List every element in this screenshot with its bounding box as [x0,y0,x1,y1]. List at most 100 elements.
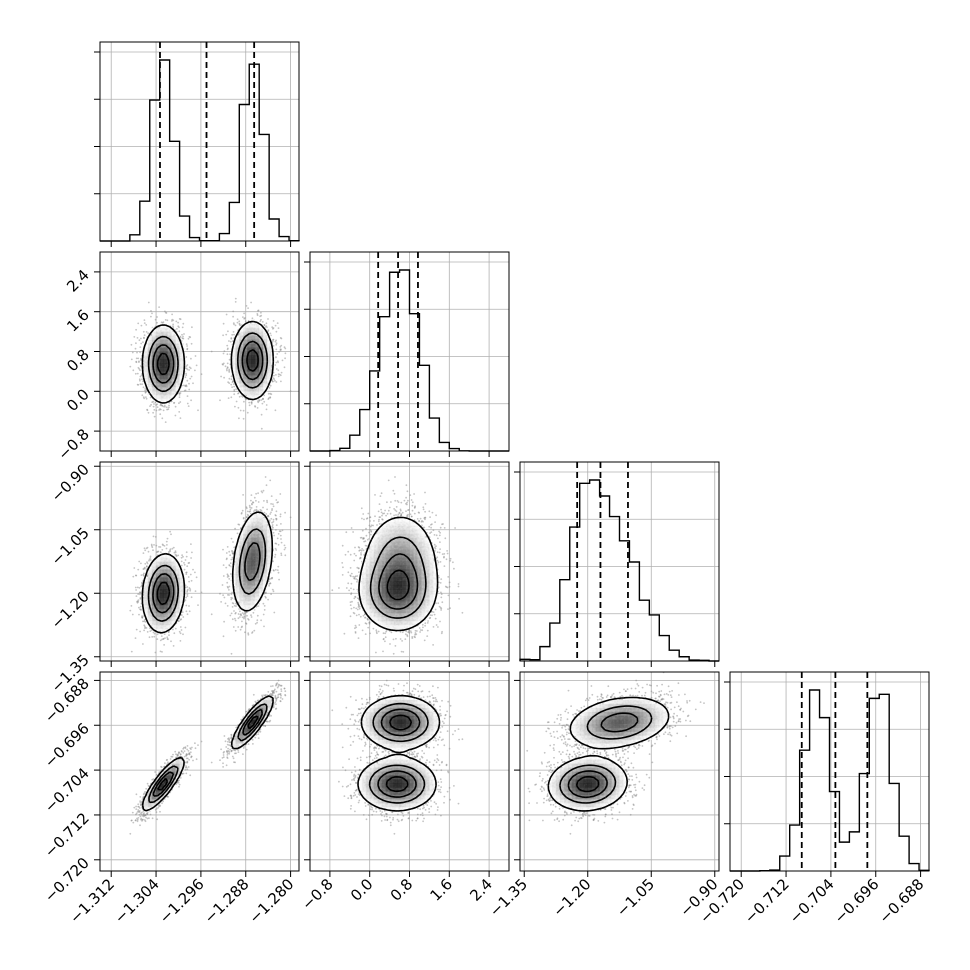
sample-point [235,298,237,300]
sample-point [144,322,146,324]
sample-point [201,373,203,375]
sample-point [290,390,292,392]
density-cell [152,387,156,391]
density-cell [164,383,168,387]
sample-point [137,384,139,386]
sample-point [140,376,142,378]
sample-point [153,409,155,411]
sample-point [181,334,183,336]
sample-point [131,359,133,361]
sample-point [227,366,229,368]
sample-point [150,316,152,318]
sample-point [272,340,274,342]
sample-point [260,312,262,314]
sample-point [229,359,231,361]
sample-point [182,336,184,338]
density-cell [160,359,164,363]
density-cell [164,395,168,399]
sample-point [140,343,142,345]
sample-point [239,611,241,613]
sample-point [146,331,148,333]
sample-point [188,338,190,340]
sample-point [211,613,213,615]
sample-point [176,328,178,330]
sample-point [233,334,235,336]
sample-point [137,373,139,375]
sample-point [269,396,271,398]
sample-point [148,302,150,304]
sample-point [192,382,194,384]
sample-point [284,366,286,368]
sample-point [250,509,252,511]
sample-point [280,337,282,339]
density-cell [259,387,263,391]
sample-point [185,374,187,376]
sample-point [197,604,199,606]
density-cell [239,332,243,336]
sample-point [262,507,264,509]
sample-point [232,311,234,313]
sample-point [186,380,188,382]
sample-point [188,383,190,385]
density-cell [251,391,255,395]
sample-point [230,384,232,386]
sample-point [225,365,227,367]
y-tick-label: 1.6 [63,306,93,336]
sample-point [222,334,224,336]
density-cell [267,352,271,356]
sample-point [145,391,147,393]
sample-point [239,396,241,398]
density-cell [160,340,164,344]
sample-point [281,542,283,544]
sample-point [227,330,229,332]
sample-point [188,389,190,391]
sample-point [238,407,240,409]
y-tick-label: −1.05 [48,524,93,569]
sample-point [141,325,143,327]
sample-point [277,369,279,371]
density-cell [168,391,172,395]
sample-point [173,632,175,634]
sample-point [133,336,135,338]
sample-point [136,352,138,354]
density-cell [168,332,172,336]
sample-point [171,319,173,321]
density-cell [251,363,255,367]
sample-point [261,428,263,430]
sample-point [211,351,213,353]
sample-point [175,415,177,417]
sample-point [266,409,268,411]
sample-point [237,322,239,324]
sample-point [275,349,277,351]
y-tick-label: 0.0 [63,385,93,415]
sample-point [269,393,271,395]
sample-point [275,569,277,571]
y-tick-label: −1.20 [48,587,93,632]
sample-point [233,322,235,324]
sample-point [187,364,189,366]
sample-point [237,533,239,535]
density-cell [247,371,251,375]
density-cell [144,359,148,363]
sample-point [153,406,155,408]
sample-point [159,413,161,415]
sample-point [156,638,158,640]
sample-point [137,323,139,325]
sample-point [278,376,280,378]
sample-point [242,316,244,318]
sample-point [284,346,286,348]
density-cell [255,391,259,395]
sample-point [131,344,133,346]
density-cell [247,379,251,383]
density-cell [263,336,267,340]
sample-point [150,404,152,406]
density-cell [247,336,251,340]
sample-point [136,361,138,363]
sample-point [143,331,145,333]
sample-point [163,406,165,408]
density-cell [251,371,255,375]
sample-point [223,377,225,379]
density-cell [172,336,176,340]
density-cell [156,395,160,399]
